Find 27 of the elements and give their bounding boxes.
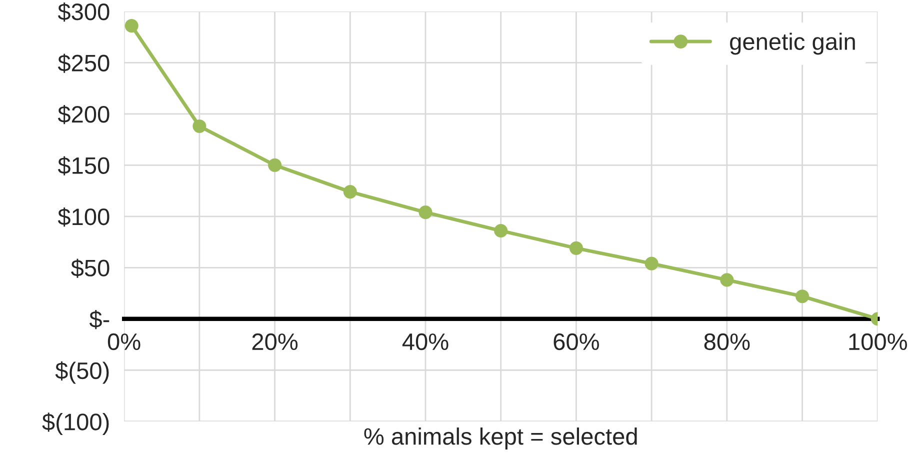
y-tick-label: $250 [58,54,110,73]
point [796,290,810,304]
x-axis-title: % animals kept = selected [364,428,637,450]
point [192,119,206,133]
point [418,206,432,220]
point [343,185,357,199]
x-tick-label: 80% [704,333,750,350]
legend-label: genetic gain [730,32,855,55]
y-tick-label: $(50) [55,361,109,384]
y-tick-label: $50 [71,258,110,278]
y-tick-label: $100 [58,207,110,227]
x-tick-label: 20% [252,333,298,350]
x-tick-label: 0% [108,333,140,350]
point [494,224,508,238]
point [124,19,138,33]
x-tick-label: 60% [554,333,599,350]
y-tick-label: $- [89,310,110,330]
x-tick-label: 100% [849,333,907,350]
point [569,241,583,255]
point [268,158,282,172]
y-tick-label: $300 [58,2,110,22]
y-tick-label: $200 [58,105,110,124]
x-tick-label: 40% [402,333,448,350]
y-tick-label: $(100) [42,412,109,435]
point [720,273,734,287]
y-tick-label: $150 [58,156,110,176]
point [644,256,658,270]
